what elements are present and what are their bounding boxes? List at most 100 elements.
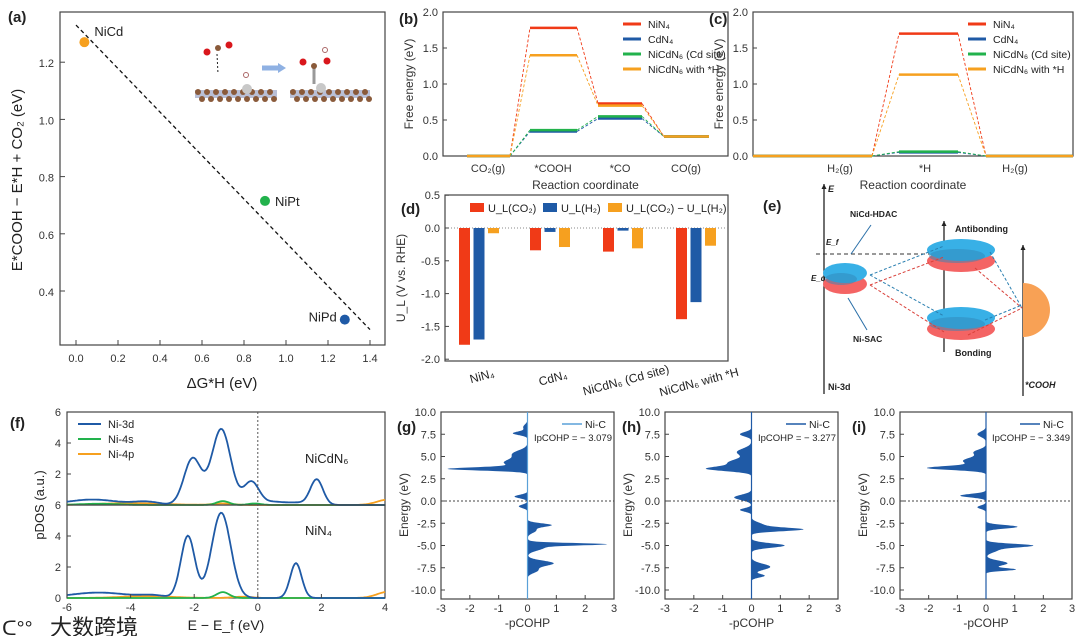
ni-atom bbox=[242, 84, 252, 94]
panel-f: (f) 2 4 6 NiCdN₆ 0 2 4 6 NiN₄ -6 -4 -2 0 2 4 E − E_f (eV… bbox=[10, 407, 388, 633]
carbon-atom bbox=[348, 96, 354, 102]
carbon-atom bbox=[199, 96, 205, 102]
watermark: 大数跨境 bbox=[50, 615, 138, 636]
legend-label: U_L(H₂) bbox=[561, 203, 601, 215]
panel-label: (g) bbox=[397, 419, 416, 436]
legend-label: CdN₄ bbox=[993, 34, 1018, 46]
bar bbox=[617, 228, 629, 231]
category-label: NiN₄ bbox=[468, 366, 496, 386]
y-tick-label: -1.0 bbox=[421, 289, 440, 301]
connector-line bbox=[576, 55, 599, 106]
y-axis-label: U_L (V vs. RHE) bbox=[394, 234, 408, 322]
carbon-atom bbox=[366, 96, 372, 102]
panel-b: (b) 0.0 0.5 1.0 1.5 2.0 CO₂(g) *COOH *CO CO(g) Rea… bbox=[399, 7, 729, 192]
y-tick-label: 10.0 bbox=[415, 407, 436, 419]
carbon-atom bbox=[253, 96, 259, 102]
y-tick-label: 0.0 bbox=[421, 496, 436, 508]
y-tick-label: 6 bbox=[55, 407, 61, 419]
x-tick-label: 0.8 bbox=[236, 353, 251, 365]
y-tick-label: 1.5 bbox=[423, 43, 438, 55]
connector-line bbox=[871, 74, 900, 157]
bar bbox=[544, 228, 556, 232]
oxygen-atom bbox=[323, 57, 331, 65]
carbon-atom bbox=[217, 96, 223, 102]
legend-label: Ni-C bbox=[1043, 419, 1064, 431]
x-axis-label: E − E_f (eV) bbox=[188, 617, 265, 633]
cooh-orbital bbox=[1023, 283, 1050, 337]
x-tick-label: -2 bbox=[689, 603, 699, 615]
category-label: *H bbox=[919, 163, 931, 175]
x-tick-label: 1.2 bbox=[320, 353, 335, 365]
data-point bbox=[339, 314, 350, 325]
mo-axis-arrowhead-icon bbox=[941, 221, 947, 226]
y-tick-label: 2 bbox=[55, 562, 61, 574]
legend-label: CdN₄ bbox=[648, 34, 673, 46]
x-tick-label: -2 bbox=[924, 603, 934, 615]
x-axis-label: Reaction coordinate bbox=[532, 178, 639, 192]
correlation-line bbox=[869, 256, 945, 286]
legend-label: NiCdN₆ with *H bbox=[648, 64, 719, 76]
legend-label: Ni-C bbox=[585, 419, 606, 431]
y-tick-label: 0 bbox=[55, 593, 61, 605]
panel-label: (e) bbox=[763, 198, 781, 215]
y-tick-label: 0.8 bbox=[39, 173, 54, 185]
x-tick-label: 0.4 bbox=[152, 353, 167, 365]
carbon-atom bbox=[231, 89, 237, 95]
y-tick-label: -2.0 bbox=[421, 354, 440, 366]
axes-frame bbox=[66, 504, 386, 599]
panel-label: (c) bbox=[709, 11, 727, 28]
carbon-atom bbox=[235, 96, 241, 102]
y-tick-label: -7.5 bbox=[876, 563, 895, 575]
x-axis-label: -pCOHP bbox=[963, 616, 1008, 630]
panel-label: (b) bbox=[399, 11, 418, 28]
bar bbox=[705, 228, 716, 246]
panel-label: (f) bbox=[10, 415, 25, 432]
fermi-label: E_f bbox=[826, 238, 840, 247]
y-tick-label: 1.2 bbox=[39, 58, 54, 70]
legend-swatch bbox=[543, 203, 557, 212]
carbon-atom bbox=[326, 89, 332, 95]
panel-i: (i) 10.0 7.5 5.0 2.5 0.0 -2.5 -5.0 -7.5 -10.0-3 -2… bbox=[852, 407, 1075, 630]
correlation-line bbox=[974, 267, 1023, 309]
y-tick-label: 2.5 bbox=[880, 474, 895, 486]
correlation-line bbox=[967, 307, 1023, 336]
carbon-atom bbox=[271, 96, 277, 102]
y-tick-label: -0.5 bbox=[421, 256, 440, 268]
subplot-label: NiN₄ bbox=[305, 523, 332, 538]
x-tick-label: 2 bbox=[806, 603, 812, 615]
y-tick-label: 2.5 bbox=[421, 474, 436, 486]
panel-a: (a) 0.0 0.2 0.4 0.6 0.8 1.0 1.2 1.4 0.4 0.6 0.8 1.0 1… bbox=[8, 9, 386, 392]
y-tick-label: -1.5 bbox=[421, 321, 440, 333]
y-tick-label: 5.0 bbox=[645, 452, 660, 464]
panel-e: (e) E E_f E_d Ni-3d NiCd-HDAC Ni-SAC Antibondin… bbox=[763, 184, 1056, 396]
correlation-line bbox=[869, 245, 945, 276]
y-tick-label: 4 bbox=[55, 438, 61, 450]
carbon-atom bbox=[294, 96, 300, 102]
x-tick-label: 4 bbox=[382, 602, 388, 614]
x-tick-label: 0 bbox=[524, 603, 530, 615]
carbon-atom bbox=[335, 89, 341, 95]
oxygen-atom bbox=[203, 48, 211, 56]
panel-g: (g)10.0 7.5 5.0 2.5 0.0 -2.5 -5.0 -7.5 -10.0-3 -2… bbox=[397, 407, 617, 630]
carbon-atom bbox=[267, 89, 273, 95]
carbon-atom bbox=[215, 45, 221, 51]
legend-label: U_L(CO₂) − U_L(H₂) bbox=[626, 203, 727, 215]
x-tick-label: 2 bbox=[318, 602, 324, 614]
y-tick-label: -2.5 bbox=[641, 518, 660, 530]
panel-label: (a) bbox=[8, 9, 26, 26]
legend-swatch bbox=[470, 203, 484, 212]
x-tick-label: 1 bbox=[1012, 603, 1018, 615]
connector-line bbox=[871, 151, 900, 157]
y-tick-label: -7.5 bbox=[641, 563, 660, 575]
connector-line bbox=[871, 33, 900, 157]
x-axis-label: -pCOHP bbox=[729, 616, 774, 630]
x-tick-label: 3 bbox=[835, 603, 841, 615]
y-tick-label: 2.0 bbox=[423, 7, 438, 19]
category-label: CdN₄ bbox=[537, 368, 569, 389]
legend-label: U_L(CO₂) bbox=[488, 203, 536, 215]
x-tick-label: -2 bbox=[189, 602, 199, 614]
panel-c: (c) 0.0 0.5 1.0 1.5 2.0 H₂(g) *H H₂(g) Reaction c… bbox=[709, 7, 1074, 192]
category-label: H₂(g) bbox=[827, 163, 853, 175]
y-tick-label: -5.0 bbox=[417, 541, 436, 553]
hydrogen-atom bbox=[243, 72, 249, 78]
